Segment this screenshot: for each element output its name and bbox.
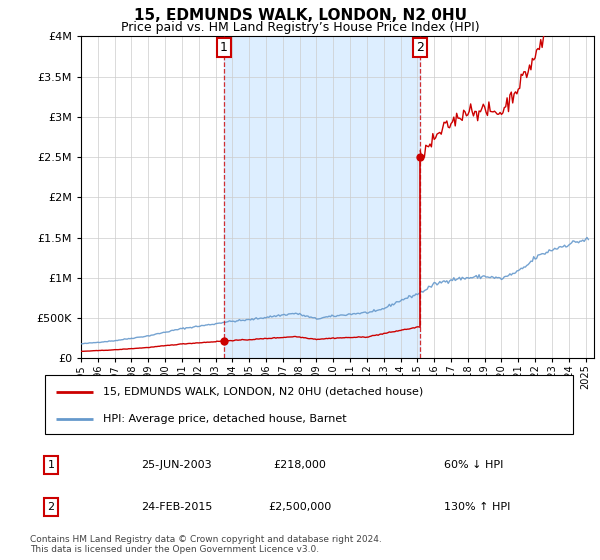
Text: 25-JUN-2003: 25-JUN-2003 (141, 460, 212, 470)
Text: Contains HM Land Registry data © Crown copyright and database right 2024.
This d: Contains HM Land Registry data © Crown c… (30, 535, 382, 554)
Text: 2: 2 (416, 41, 424, 54)
Text: 130% ↑ HPI: 130% ↑ HPI (444, 502, 511, 512)
Text: £2,500,000: £2,500,000 (268, 502, 332, 512)
FancyBboxPatch shape (45, 375, 573, 434)
Text: £218,000: £218,000 (274, 460, 326, 470)
Text: 24-FEB-2015: 24-FEB-2015 (141, 502, 212, 512)
Text: 1: 1 (47, 460, 55, 470)
Text: Price paid vs. HM Land Registry’s House Price Index (HPI): Price paid vs. HM Land Registry’s House … (121, 21, 479, 34)
Text: 60% ↓ HPI: 60% ↓ HPI (444, 460, 503, 470)
Bar (224, 36, 420, 358)
Text: HPI: Average price, detached house, Barnet: HPI: Average price, detached house, Barn… (103, 414, 347, 424)
Text: 15, EDMUNDS WALK, LONDON, N2 0HU: 15, EDMUNDS WALK, LONDON, N2 0HU (133, 8, 467, 24)
Text: 2: 2 (47, 502, 55, 512)
Text: 15, EDMUNDS WALK, LONDON, N2 0HU (detached house): 15, EDMUNDS WALK, LONDON, N2 0HU (detach… (103, 386, 424, 396)
Text: 1: 1 (220, 41, 227, 54)
